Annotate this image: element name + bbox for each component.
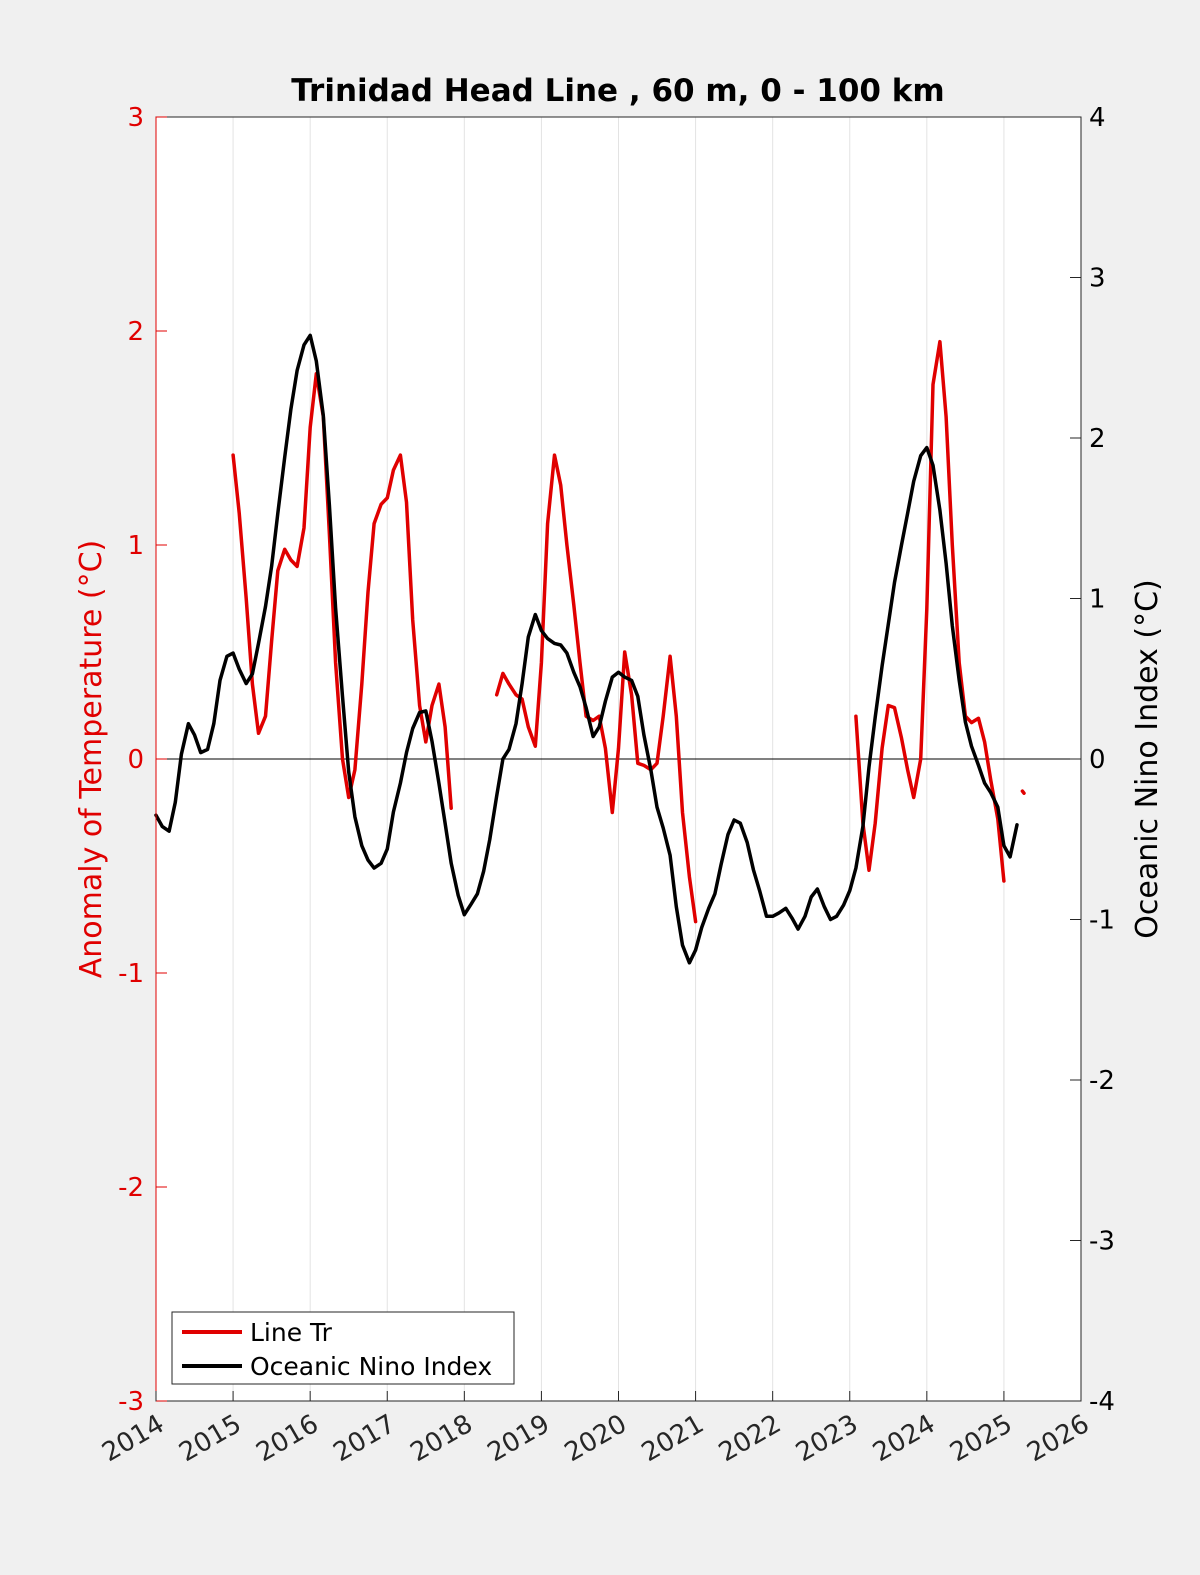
left-tick-label: 1 (127, 531, 144, 561)
legend: Line Tr Oceanic Nino Index (171, 1311, 515, 1385)
right-tick-label: -4 (1089, 1387, 1115, 1417)
legend-label-oceanic-nino-index: Oceanic Nino Index (250, 1352, 492, 1381)
left-tick-label: 0 (127, 745, 144, 775)
series-line-line-tr (1020, 789, 1026, 795)
series-line-line-tr (494, 453, 698, 924)
series-line-line-tr (854, 339, 1006, 883)
right-tick-label: 1 (1089, 585, 1106, 615)
left-tick-label: 2 (127, 317, 144, 347)
left-y-axis: -3 -2 -1 0 1 2 3 (118, 103, 167, 1417)
right-axis-label: Oceanic Nino Index (°C) (1130, 579, 1165, 939)
left-tick-label: -3 (118, 1387, 144, 1417)
left-tick-label: -1 (118, 959, 144, 989)
right-tick-label: -1 (1089, 906, 1115, 936)
right-tick-label: 0 (1089, 745, 1106, 775)
right-tick-label: 3 (1089, 264, 1106, 294)
right-tick-label: -2 (1089, 1066, 1115, 1096)
left-axis-label: Anomaly of Temperature (°C) (74, 540, 109, 979)
legend-label-line-tr: Line Tr (250, 1318, 333, 1347)
right-tick-label: 4 (1089, 103, 1106, 133)
series-line-oceanic-nino-index (154, 333, 1019, 965)
right-y-axis: -4 -3 -2 -1 0 1 2 3 4 (1070, 103, 1115, 1417)
legend-box (171, 1311, 515, 1385)
series-line-line-tr (231, 372, 453, 810)
right-tick-label: 2 (1089, 424, 1106, 454)
right-tick-label: -3 (1089, 1227, 1115, 1257)
left-tick-label: -2 (118, 1173, 144, 1203)
chart-title: Trinidad Head Line , 60 m, 0 - 100 km (291, 73, 944, 109)
left-tick-label: 3 (127, 103, 144, 133)
series-layer (154, 333, 1026, 965)
